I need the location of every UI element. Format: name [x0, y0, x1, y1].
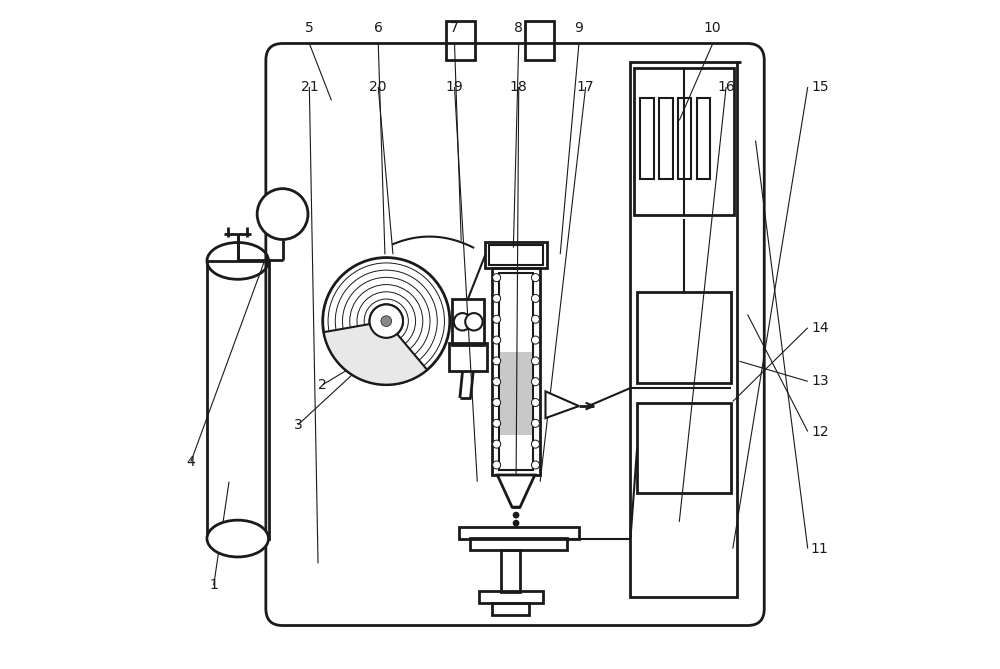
Circle shape: [493, 315, 501, 323]
Circle shape: [454, 313, 471, 330]
Circle shape: [370, 304, 403, 338]
Circle shape: [531, 399, 539, 407]
Circle shape: [531, 294, 539, 302]
Text: 5: 5: [305, 21, 314, 35]
Circle shape: [493, 274, 501, 282]
Bar: [492, 268, 540, 475]
Bar: [637, 292, 731, 383]
Circle shape: [257, 189, 308, 240]
Bar: [446, 21, 475, 60]
Bar: [678, 98, 691, 179]
Bar: [449, 343, 487, 371]
Circle shape: [493, 378, 501, 386]
Text: 4: 4: [187, 455, 195, 468]
Circle shape: [531, 461, 539, 469]
Bar: [207, 261, 269, 539]
Bar: [525, 21, 554, 60]
Circle shape: [370, 304, 403, 338]
Text: 20: 20: [369, 80, 387, 94]
Text: 19: 19: [446, 80, 463, 94]
Text: 11: 11: [811, 542, 829, 555]
Bar: [479, 591, 543, 603]
Text: 1: 1: [209, 579, 218, 592]
Bar: [489, 245, 543, 265]
Polygon shape: [324, 321, 427, 385]
Text: 7: 7: [450, 21, 459, 35]
Circle shape: [531, 357, 539, 365]
Circle shape: [531, 378, 539, 386]
Text: 16: 16: [717, 80, 735, 94]
Text: 10: 10: [704, 21, 722, 35]
Circle shape: [493, 336, 501, 344]
Circle shape: [465, 313, 483, 330]
Bar: [500, 352, 532, 435]
Circle shape: [513, 520, 519, 526]
Circle shape: [493, 357, 501, 365]
Polygon shape: [545, 391, 579, 418]
Bar: [470, 538, 567, 550]
Bar: [459, 527, 579, 539]
Bar: [485, 242, 547, 268]
Circle shape: [531, 315, 539, 323]
Text: 13: 13: [811, 375, 829, 388]
Text: 6: 6: [374, 21, 383, 35]
Circle shape: [531, 440, 539, 448]
Text: 15: 15: [811, 80, 829, 94]
Bar: [697, 98, 710, 179]
Circle shape: [531, 274, 539, 282]
Bar: [634, 68, 734, 215]
Bar: [492, 603, 529, 615]
Circle shape: [493, 294, 501, 302]
Bar: [499, 273, 533, 470]
Circle shape: [493, 399, 501, 407]
Text: 14: 14: [811, 321, 829, 334]
Polygon shape: [497, 475, 535, 507]
Circle shape: [493, 419, 501, 427]
Bar: [452, 299, 484, 345]
Bar: [659, 98, 673, 179]
Circle shape: [381, 316, 392, 326]
Bar: [640, 98, 654, 179]
Text: 8: 8: [514, 21, 523, 35]
Circle shape: [493, 461, 501, 469]
Circle shape: [531, 419, 539, 427]
Text: 21: 21: [301, 80, 318, 94]
Text: 2: 2: [318, 378, 327, 391]
Circle shape: [323, 258, 450, 385]
Circle shape: [513, 512, 519, 518]
Bar: [637, 403, 731, 493]
Circle shape: [531, 336, 539, 344]
Circle shape: [493, 440, 501, 448]
Text: 3: 3: [294, 418, 302, 432]
Text: 12: 12: [811, 425, 829, 438]
Text: 9: 9: [575, 21, 583, 35]
Ellipse shape: [207, 520, 269, 557]
Bar: [630, 62, 737, 597]
Bar: [501, 550, 520, 592]
Text: 17: 17: [577, 80, 594, 94]
Text: 18: 18: [510, 80, 528, 94]
